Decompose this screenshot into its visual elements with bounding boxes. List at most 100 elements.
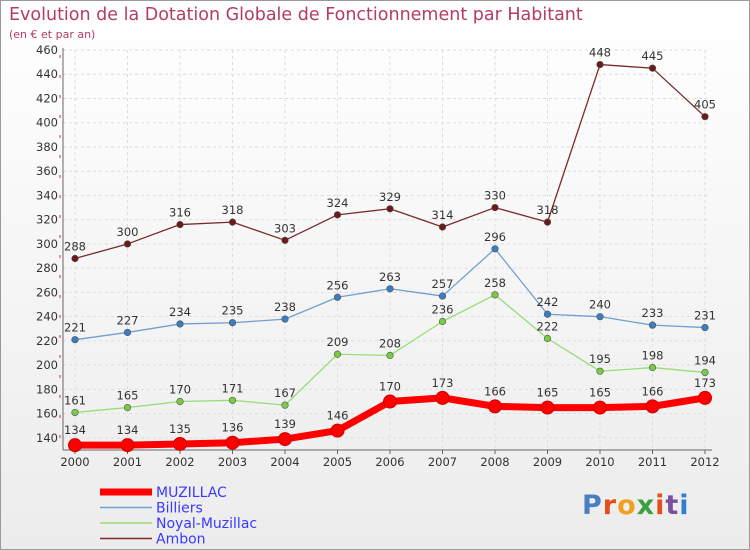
y-tick-label-220: 220	[36, 334, 58, 348]
data-label-muzillac-2009: 165	[537, 386, 559, 400]
point-muzillac-2005	[330, 423, 345, 438]
point-billiers-2008	[491, 245, 499, 253]
x-tick-label-2004: 2004	[270, 455, 299, 469]
point-noyal-muzillac-2007	[438, 317, 447, 326]
x-tick-label-2009: 2009	[533, 455, 562, 469]
point-ambon-2007	[438, 223, 447, 231]
logo-letter: t	[665, 490, 680, 521]
data-label-noyal-muzillac-2010: 195	[589, 352, 611, 366]
y-tick-label-400: 400	[36, 116, 58, 130]
point-noyal-muzillac-2004	[281, 401, 289, 409]
point-billiers-2002	[176, 320, 184, 328]
point-noyal-muzillac-2010	[596, 367, 604, 375]
data-label-muzillac-2010: 165	[589, 386, 611, 400]
point-noyal-muzillac-2002	[176, 397, 184, 406]
data-label-billiers-2011: 233	[642, 306, 664, 320]
logo-letter: P	[582, 490, 603, 521]
y-tick-label-380: 380	[36, 140, 58, 154]
point-billiers-2003	[228, 319, 237, 327]
x-tick-label-2003: 2003	[218, 455, 247, 469]
x-tick-label-2011: 2011	[638, 455, 667, 469]
data-label-ambon-2006: 329	[379, 190, 401, 204]
data-label-ambon-2002: 316	[169, 206, 191, 220]
data-label-noyal-muzillac-2011: 198	[642, 349, 664, 363]
x-tick-label-2000: 2000	[60, 455, 89, 469]
point-muzillac-2000	[68, 438, 82, 453]
point-noyal-muzillac-2012	[701, 368, 709, 377]
proxiti-logo: Proxiti	[582, 490, 690, 521]
y-tick-label-160: 160	[36, 407, 58, 421]
data-label-noyal-muzillac-2008: 258	[484, 276, 506, 290]
point-ambon-2002	[176, 220, 184, 229]
data-label-ambon-2012: 405	[694, 98, 716, 112]
data-label-billiers-2000: 221	[64, 321, 86, 335]
point-noyal-muzillac-2011	[648, 363, 657, 372]
point-muzillac-2007	[435, 390, 450, 405]
data-label-noyal-muzillac-2007: 236	[432, 303, 454, 317]
point-noyal-muzillac-2006	[386, 351, 394, 360]
y-tick-label-200: 200	[36, 358, 58, 372]
point-muzillac-2006	[383, 394, 397, 409]
logo-letter: i	[679, 490, 690, 521]
y-tick-label-320: 320	[36, 213, 58, 227]
point-noyal-muzillac-2001	[123, 403, 132, 412]
data-label-billiers-2005: 256	[327, 278, 349, 292]
y-tick-label-420: 420	[36, 91, 58, 105]
data-label-muzillac-2001: 134	[117, 423, 139, 437]
point-ambon-2000	[71, 254, 79, 263]
y-tick-label-460: 460	[36, 43, 58, 57]
logo-letter: r	[602, 490, 618, 521]
point-muzillac-2012	[698, 390, 712, 405]
point-billiers-2007	[438, 292, 447, 300]
data-label-billiers-2012: 231	[694, 309, 716, 323]
data-label-billiers-2009: 242	[537, 295, 559, 309]
x-tick-label-2005: 2005	[323, 455, 352, 469]
point-billiers-2009	[543, 310, 552, 318]
data-label-noyal-muzillac-2009: 222	[537, 319, 559, 333]
chart-subtitle: (en € et par an)	[9, 28, 96, 41]
point-muzillac-2002	[173, 436, 187, 451]
point-billiers-2006	[386, 285, 394, 293]
data-label-billiers-2002: 234	[169, 305, 191, 319]
point-noyal-muzillac-2005	[333, 350, 342, 358]
x-tick-label-2007: 2007	[428, 455, 457, 469]
point-noyal-muzillac-2003	[228, 396, 237, 404]
data-label-muzillac-2006: 170	[379, 380, 401, 394]
data-label-noyal-muzillac-2001: 165	[117, 389, 139, 403]
data-label-billiers-2010: 240	[589, 298, 611, 312]
y-tick-label-140: 140	[36, 431, 58, 445]
x-tick-label-2010: 2010	[585, 455, 614, 469]
data-label-ambon-2008: 330	[484, 189, 506, 203]
data-label-muzillac-2002: 135	[169, 422, 191, 436]
data-labels: 221 227 234 235 238 256 263 257 296 242 240 233 231 1…	[64, 46, 716, 438]
point-muzillac-2011	[645, 399, 660, 414]
data-label-muzillac-2004: 139	[274, 417, 296, 431]
x-tick-label-2006: 2006	[375, 455, 404, 469]
legend-label-billiers: Billiers	[156, 501, 203, 517]
point-billiers-2010	[596, 313, 604, 321]
point-muzillac-2009	[540, 400, 555, 415]
data-label-noyal-muzillac-2005: 209	[327, 335, 349, 349]
point-ambon-2005	[333, 211, 342, 219]
point-billiers-2004	[281, 315, 289, 323]
data-label-billiers-2004: 238	[274, 300, 296, 314]
point-billiers-2001	[123, 328, 132, 337]
point-ambon-2009	[543, 218, 552, 226]
data-label-noyal-muzillac-2006: 208	[379, 336, 401, 350]
x-tick-label-2012: 2012	[690, 455, 719, 469]
point-ambon-2001	[123, 240, 132, 248]
data-label-ambon-2001: 300	[117, 225, 139, 239]
point-noyal-muzillac-2009	[543, 334, 552, 343]
point-ambon-2012	[701, 113, 709, 121]
data-label-ambon-2004: 303	[274, 221, 296, 235]
x-tick-label-2002: 2002	[165, 455, 194, 469]
data-label-ambon-2009: 318	[537, 203, 559, 217]
legend-label-noyal-muzillac: Noyal-Muzillac	[156, 516, 257, 532]
point-billiers-2005	[333, 293, 342, 301]
point-noyal-muzillac-2000	[71, 408, 79, 417]
data-label-muzillac-2012: 173	[694, 376, 716, 390]
point-ambon-2003	[228, 218, 237, 226]
